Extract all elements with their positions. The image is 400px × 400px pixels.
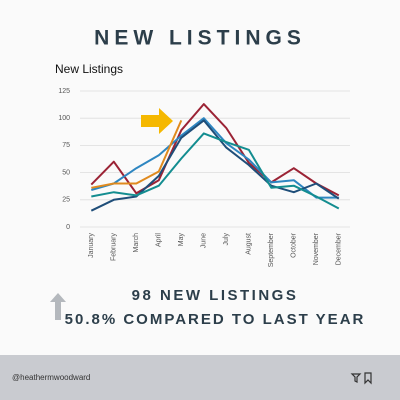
x-tick-label: March (133, 233, 140, 253)
series-line (91, 117, 339, 199)
page-title: NEW LISTINGS (94, 27, 306, 50)
plot: 0 25 50 75 100 125 January February March April Ma… (58, 88, 350, 267)
series-line (90, 119, 340, 212)
series-line (91, 132, 340, 210)
y-tick-label: 50 (62, 169, 70, 176)
x-tick-label: August (246, 233, 253, 255)
x-tick-label: June (201, 233, 208, 248)
y-tick-label: 100 (58, 115, 70, 122)
x-tick-label: February (111, 233, 118, 262)
y-tick-label: 125 (58, 88, 70, 95)
x-tick-label: December (336, 232, 343, 265)
x-tick-label: April (156, 233, 163, 247)
chart-title: New Listings (55, 62, 123, 76)
up-arrow (50, 293, 66, 320)
stat-line: 98 NEW LISTINGS (132, 287, 299, 304)
series-line (90, 103, 340, 197)
filter-icon[interactable] (350, 373, 362, 383)
bookmark-icon[interactable] (364, 372, 372, 385)
y-tick-label: 0 (66, 224, 70, 231)
x-tick-label: September (268, 232, 275, 267)
x-tick-label: July (223, 233, 230, 246)
y-tick-label: 75 (62, 142, 70, 149)
annotation-arrow (141, 108, 173, 134)
x-tick-label: May (178, 233, 185, 247)
x-tick-label: October (291, 232, 298, 258)
x-tick-label: January (88, 233, 95, 258)
footer-bar (0, 355, 400, 400)
handle: @heathermwoodward (12, 373, 90, 382)
stat-line: 50.8% COMPARED TO LAST YEAR (65, 311, 366, 328)
y-tick-label: 25 (62, 197, 70, 204)
series-line (91, 119, 183, 189)
x-tick-label: November (313, 232, 320, 265)
